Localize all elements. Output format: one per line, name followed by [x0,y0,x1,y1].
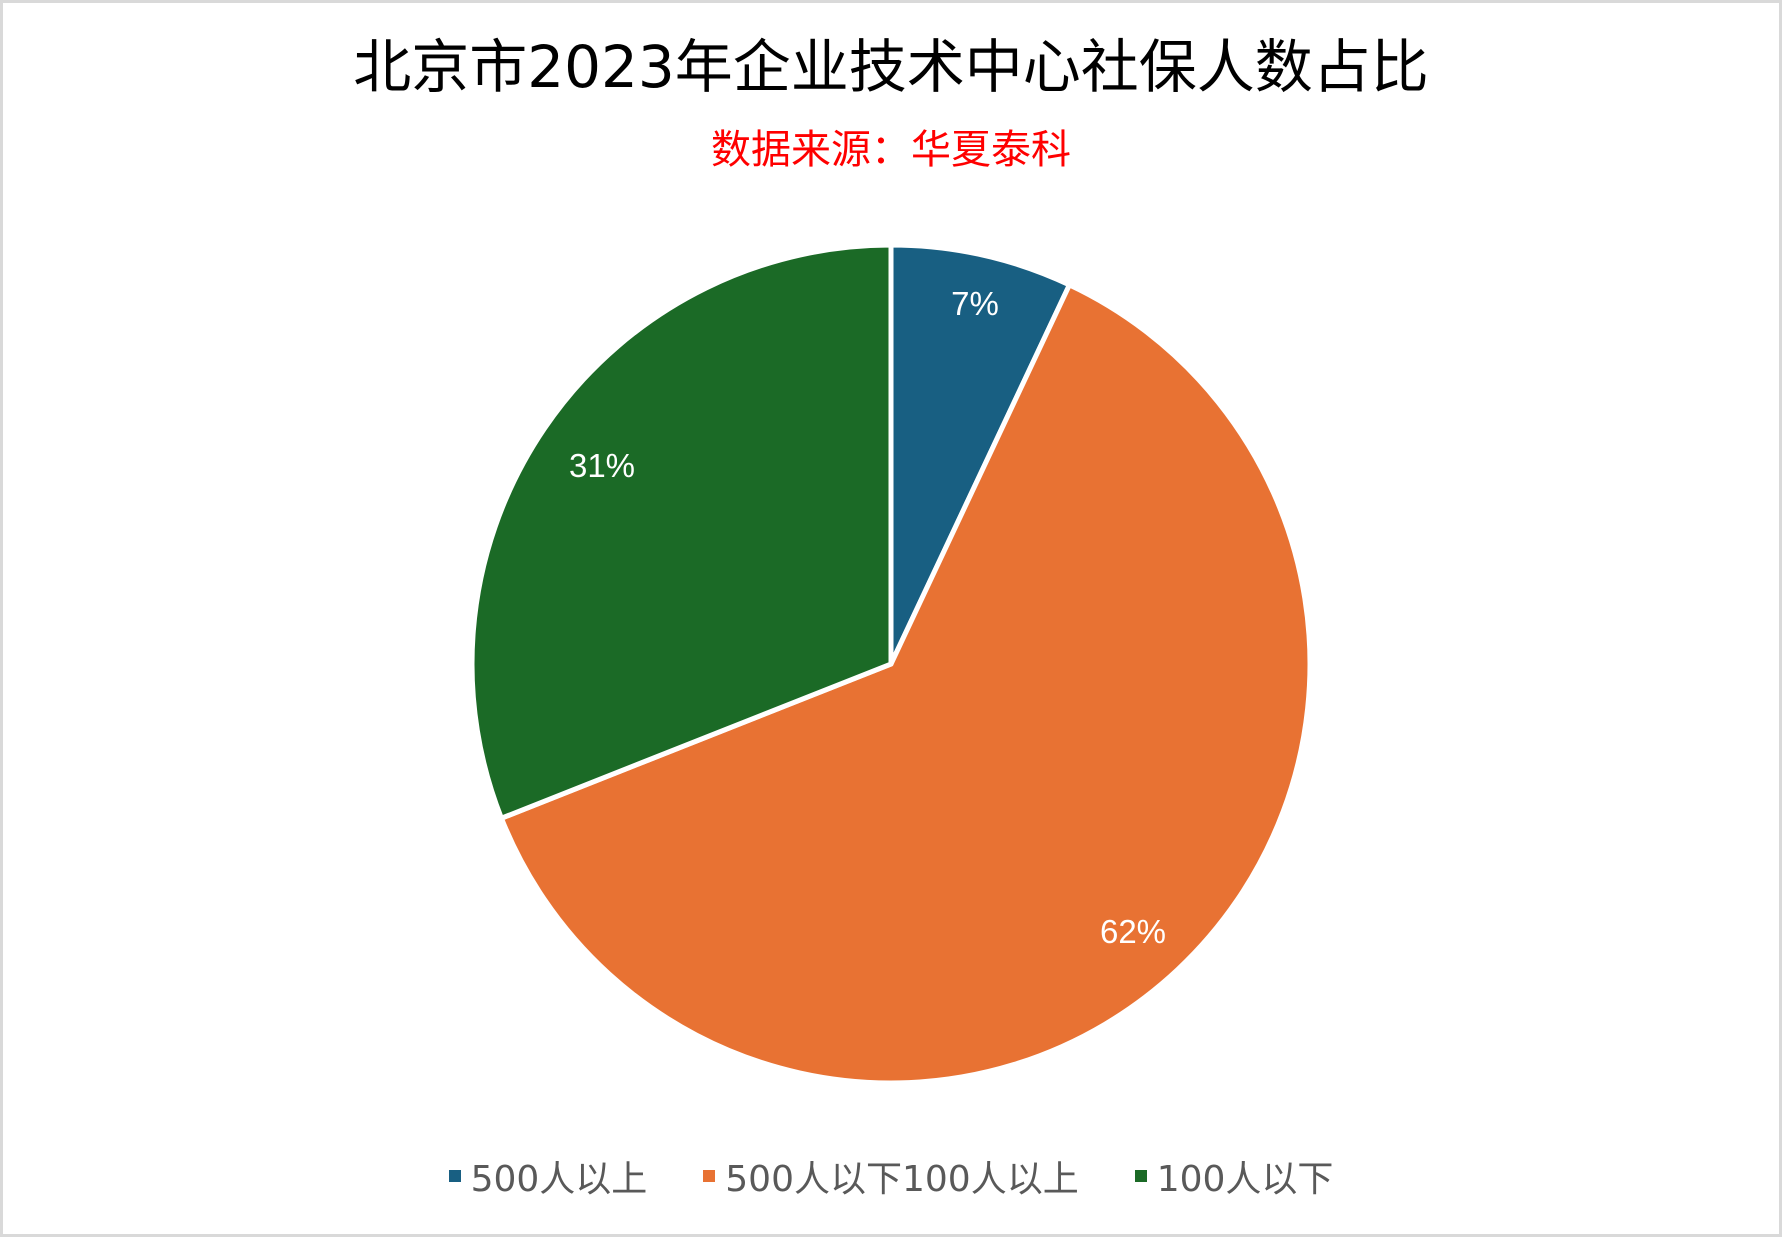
slice-500-plus[interactable] [888,242,1072,667]
slice-100-500[interactable] [498,282,1313,1086]
legend-label: 100人以下 [1156,1159,1334,1200]
legend-label: 500人以上 [470,1159,648,1200]
legend-label: 500人以下100人以上 [725,1159,1079,1200]
slice-label-under-100: 31% [569,447,635,484]
legend-item-under-100[interactable]: 100人以下 [1134,1150,1334,1202]
legend-item-500-plus[interactable]: 500人以上 [448,1150,648,1202]
slice-under-100[interactable] [469,242,894,821]
legend-swatch-icon [703,1170,716,1182]
chart-title: 北京市2023年企业技术中心社保人数占比 [353,33,1429,101]
legend: 500人以上 500人以下100人以上 100人以下 [0,1150,1782,1202]
legend-swatch-icon [448,1170,461,1182]
legend-swatch-icon [1134,1170,1147,1182]
chart-subtitle: 数据来源：华夏泰科 [711,127,1071,173]
legend-item-100-500[interactable]: 500人以下100人以上 [703,1150,1079,1202]
slice-label-100-500: 62% [1100,913,1166,950]
slice-label-500-plus: 7% [951,285,999,322]
